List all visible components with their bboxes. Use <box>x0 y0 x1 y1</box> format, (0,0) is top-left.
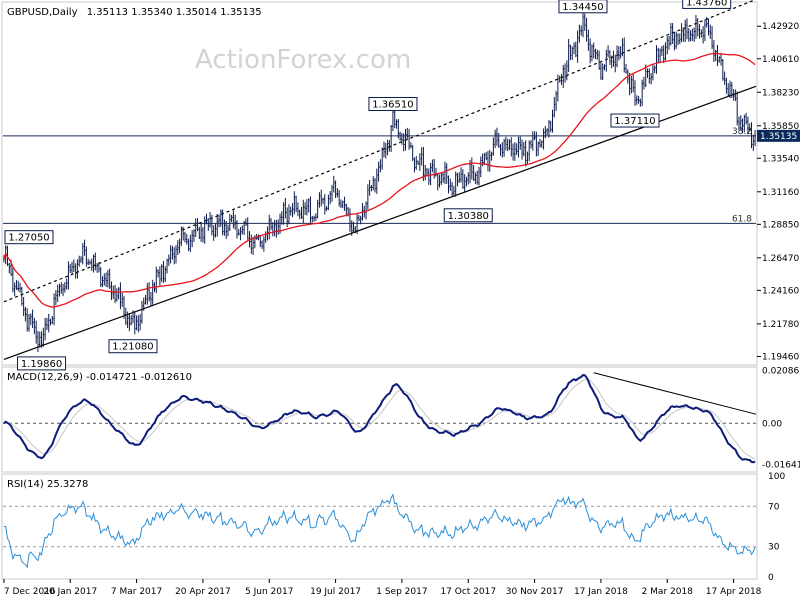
rsi-tick-label: 30 <box>768 543 780 553</box>
annotation-box <box>4 230 54 245</box>
macd-panel-frame <box>1 366 758 473</box>
price-tick-label: 1.38230 <box>762 88 799 98</box>
annotation-label: 1.36510 <box>372 99 413 110</box>
rsi-polyline <box>3 493 756 569</box>
macd-trendline <box>593 372 757 415</box>
price-tick-label: 1.21780 <box>762 320 799 330</box>
ohlc-values: 1.35113 1.35340 1.35014 1.35135 <box>87 7 262 18</box>
price-tick-label: 1.24160 <box>762 286 799 296</box>
annotation-box <box>17 356 67 371</box>
x-tick-label: 2 Mar 2018 <box>642 587 694 597</box>
x-tick-label: 1 Sep 2017 <box>376 587 427 597</box>
x-tick-label: 20 Jan 2017 <box>43 587 97 597</box>
annotation-box <box>443 208 493 223</box>
annotation-label: 1.37110 <box>614 116 655 127</box>
price-tick-label: 1.26470 <box>762 254 799 264</box>
macd-tick-label: 0.020863 <box>762 367 800 377</box>
rsi-line <box>3 493 756 569</box>
x-tick-label: 17 Apr 2018 <box>706 587 762 597</box>
x-tick-label: 7 Dec 2016 <box>4 587 56 597</box>
x-tick-label: 5 Jun 2017 <box>245 587 293 597</box>
x-tick-label: 19 Jul 2017 <box>310 587 361 597</box>
annotation-box <box>682 0 732 9</box>
symbol-label: GBPUSD,Daily <box>7 7 78 18</box>
macd-trendline-line <box>593 372 757 415</box>
rsi-tick-label: 70 <box>768 502 780 512</box>
price-tick-label: 1.33540 <box>762 154 799 164</box>
rsi-panel-title: RSI(14) 25.3278 <box>7 479 88 490</box>
macd-tick-label: 0.00 <box>762 419 782 429</box>
price-panel-frame <box>1 1 758 366</box>
x-tick-label: 30 Nov 2017 <box>506 587 564 597</box>
level-label: 38.2 <box>732 127 752 137</box>
current-price-label: 1.35135 <box>760 132 797 142</box>
macd-main-line <box>3 374 756 464</box>
price-tick-label: 1.19460 <box>762 353 799 363</box>
ma-line <box>3 52 756 308</box>
level-label: 61.8 <box>732 214 752 224</box>
annotation-label: 1.30380 <box>448 211 489 222</box>
annotation-label: 1.43760 <box>686 0 727 8</box>
x-tick-label: 17 Oct 2017 <box>440 587 496 597</box>
annotation-box <box>610 113 660 128</box>
price-tick-label: 1.35850 <box>762 122 799 132</box>
macd-signal-line <box>3 378 756 460</box>
x-tick-label: 17 Jan 2018 <box>574 587 628 597</box>
annotation-label: 1.27050 <box>8 233 49 244</box>
price-y-axis: 1.19460 1.21780 1.24160 1.26470 1.28850 1.311… <box>757 22 800 363</box>
annotation-box <box>558 0 608 14</box>
annotation-label: 1.19860 <box>21 359 62 370</box>
rsi-panel-frame <box>1 473 758 580</box>
rsi-tick-label: 100 <box>768 472 785 482</box>
rsi-y-axis: 100 70 30 0 <box>768 472 785 583</box>
price-tick-label: 1.31160 <box>762 188 799 198</box>
macd-tick-label: -0.016415 <box>762 461 800 471</box>
annotation-label: 1.21080 <box>112 342 153 353</box>
annotation-label: 1.34450 <box>562 2 603 13</box>
price-annotations: 1.19860 1.27050 1.21080 1.36510 1.30380 1.344… <box>4 0 732 371</box>
x-tick-label: 7 Mar 2017 <box>111 587 162 597</box>
rsi-tick-label: 0 <box>768 573 774 583</box>
price-panel-title: GBPUSD,Daily 1.35113 1.35340 1.35014 1.3… <box>7 7 262 18</box>
price-tick-label: 1.28850 <box>762 220 799 230</box>
annotation-box <box>368 96 418 111</box>
current-price-badge <box>757 129 800 142</box>
macd-y-axis: 0.020863 0.00 -0.016415 <box>762 367 800 471</box>
x-tick-label: 20 Apr 2017 <box>175 587 231 597</box>
macd-lines <box>3 374 756 464</box>
price-tick-label: 1.40610 <box>762 55 799 65</box>
annotation-box <box>108 339 158 354</box>
moving-average <box>3 52 756 308</box>
macd-panel-title: MACD(12,26,9) -0.014721 -0.012610 <box>7 372 192 383</box>
watermark: ActionForex.com <box>195 45 411 75</box>
price-tick-label: 1.42920 <box>762 22 799 32</box>
